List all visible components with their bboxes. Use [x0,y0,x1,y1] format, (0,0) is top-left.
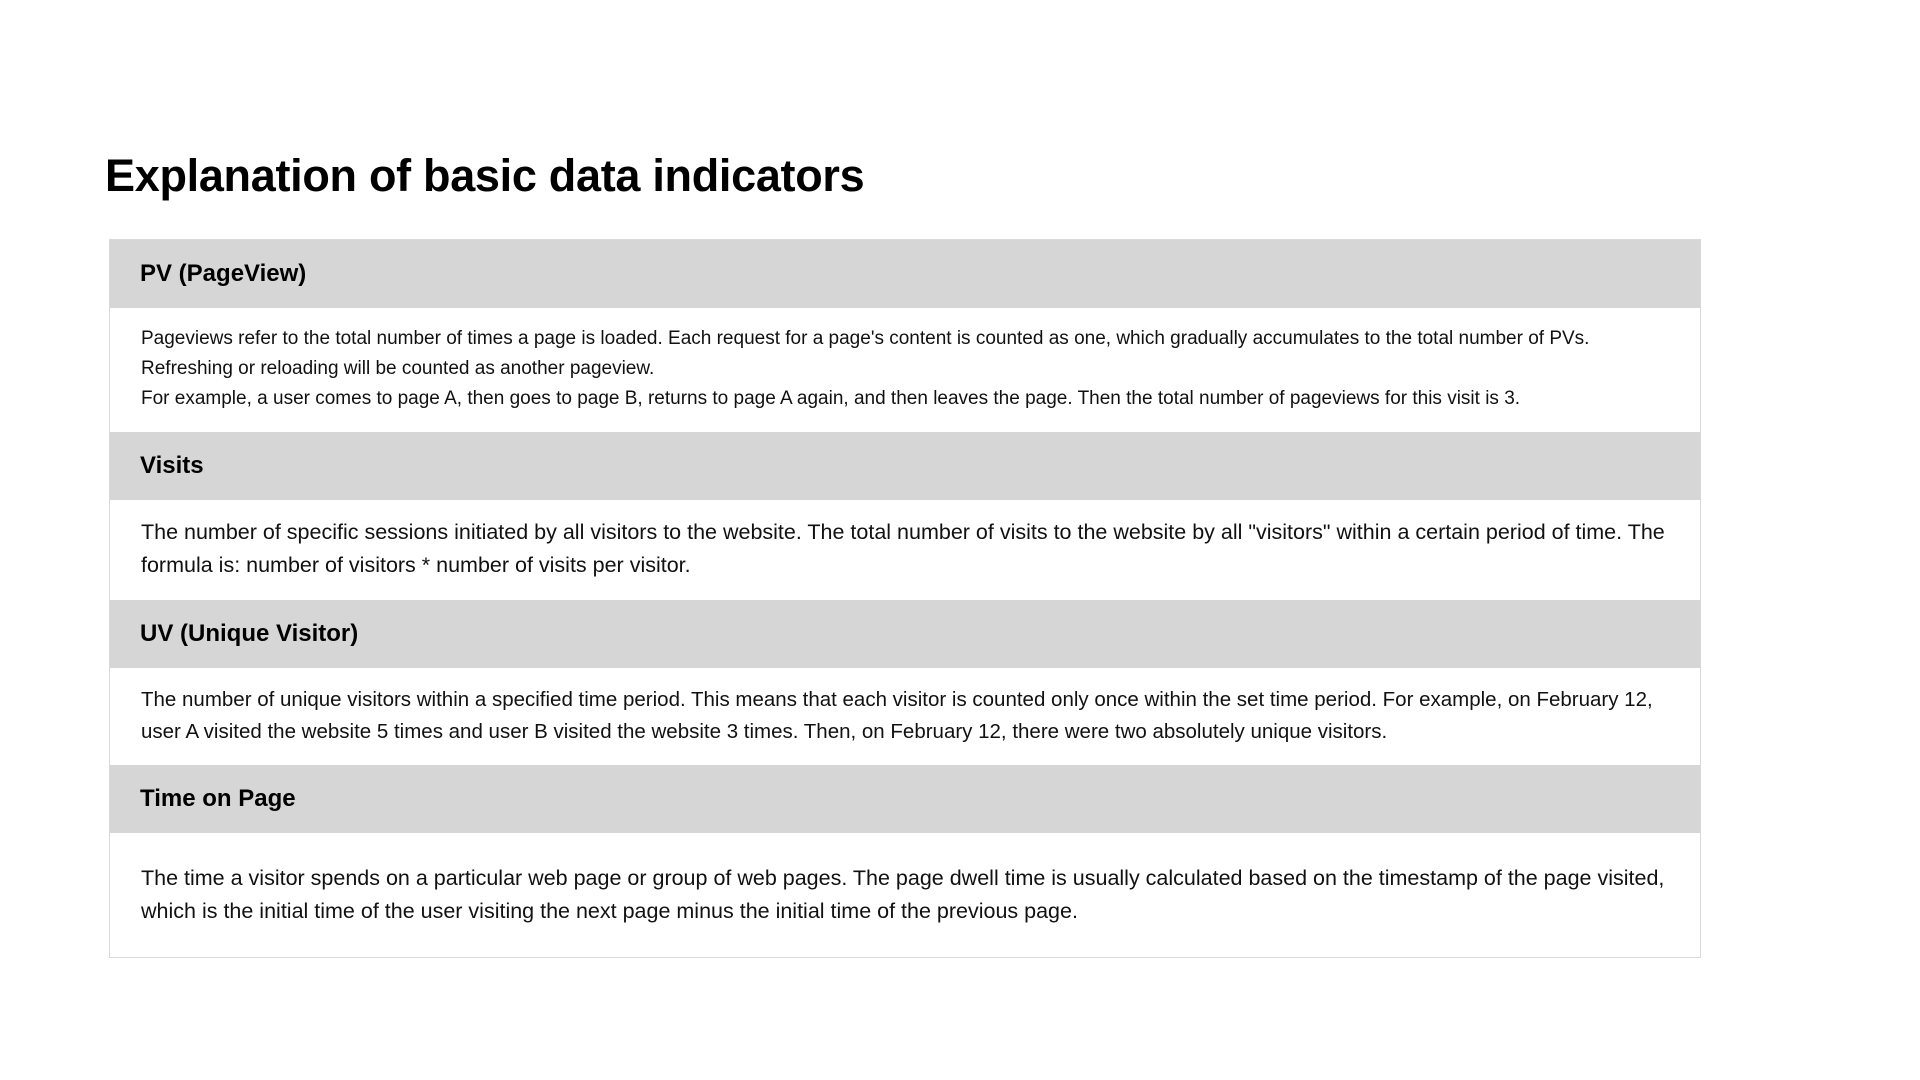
description-line: The number of specific sessions initiate… [141,520,1665,577]
indicator-header-visits: Visits [110,432,1700,500]
indicator-name: UV (Unique Visitor) [140,620,359,647]
indicator-description-pv: Pageviews refer to the total number of t… [110,308,1700,432]
page-title: Explanation of basic data indicators [105,150,865,201]
description-line: For example, a user comes to page A, the… [141,388,1521,409]
indicator-description-time-on-page: The time a visitor spends on a particula… [110,833,1700,957]
indicator-header-uv: UV (Unique Visitor) [110,600,1700,668]
indicator-header-time-on-page: Time on Page [110,765,1700,833]
description-line: The number of unique visitors within a s… [141,688,1653,743]
indicator-header-pv: PV (PageView) [110,240,1700,308]
description-line: The time a visitor spends on a particula… [141,866,1665,923]
indicator-name: Visits [140,452,204,479]
indicator-description-visits: The number of specific sessions initiate… [110,500,1700,600]
indicators-table: PV (PageView) Pageviews refer to the tot… [109,239,1701,958]
description-line: Refreshing or reloading will be counted … [141,358,655,379]
indicator-description-uv: The number of unique visitors within a s… [110,668,1700,765]
description-line: Pageviews refer to the total number of t… [141,328,1590,349]
indicator-name: PV (PageView) [140,260,307,287]
indicator-name: Time on Page [140,785,296,812]
